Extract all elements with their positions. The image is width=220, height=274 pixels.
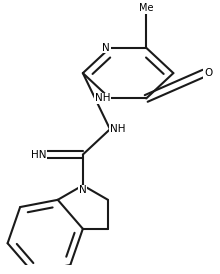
Text: N: N	[79, 185, 87, 195]
Text: O: O	[204, 68, 212, 78]
Text: NH: NH	[110, 124, 125, 134]
Text: N: N	[102, 43, 110, 53]
Text: NH: NH	[95, 93, 110, 104]
Text: HN: HN	[31, 150, 47, 159]
Text: Me: Me	[139, 3, 154, 13]
